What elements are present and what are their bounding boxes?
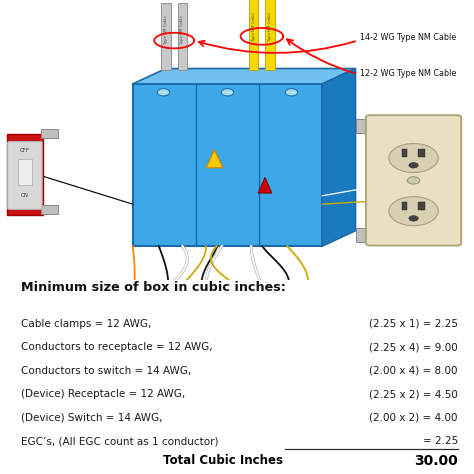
Circle shape xyxy=(389,144,438,173)
Bar xyxy=(265,0,275,70)
FancyBboxPatch shape xyxy=(366,115,461,246)
Text: Type NM Cable: Type NM Cable xyxy=(268,12,272,41)
Bar xyxy=(161,3,171,70)
Bar xyxy=(41,129,58,138)
Bar xyxy=(18,159,32,184)
Bar xyxy=(7,134,43,215)
Bar xyxy=(41,205,58,214)
Text: (Device) Receptacle = 12 AWG,: (Device) Receptacle = 12 AWG, xyxy=(21,389,185,399)
Bar xyxy=(418,202,426,210)
Polygon shape xyxy=(206,150,223,168)
Text: Conductors to switch = 14 AWG,: Conductors to switch = 14 AWG, xyxy=(21,366,191,376)
Bar xyxy=(133,84,322,246)
Text: (Device) Switch = 14 AWG,: (Device) Switch = 14 AWG, xyxy=(21,413,163,423)
Text: 14-2 WG Type NM Cable: 14-2 WG Type NM Cable xyxy=(360,33,456,42)
Bar xyxy=(356,228,370,242)
Text: (2.25 x 1) = 2.25: (2.25 x 1) = 2.25 xyxy=(369,319,458,328)
Text: Conductors to receptacle = 12 AWG,: Conductors to receptacle = 12 AWG, xyxy=(21,342,213,352)
Text: Type NM Cable: Type NM Cable xyxy=(181,15,184,44)
Polygon shape xyxy=(322,69,356,246)
Text: Total Cubic Inches: Total Cubic Inches xyxy=(163,454,283,467)
Text: 30.00: 30.00 xyxy=(414,454,458,468)
Bar xyxy=(178,3,187,70)
Text: (2.00 x 4) = 8.00: (2.00 x 4) = 8.00 xyxy=(369,366,458,376)
Text: Type NM Cable: Type NM Cable xyxy=(252,12,255,41)
Text: 12-2 WG Type NM Cable: 12-2 WG Type NM Cable xyxy=(360,69,456,78)
Circle shape xyxy=(409,163,419,168)
Bar xyxy=(402,202,407,210)
Bar xyxy=(356,119,370,133)
Circle shape xyxy=(389,197,438,226)
Text: OFF: OFF xyxy=(20,148,30,154)
Text: = 2.25: = 2.25 xyxy=(422,436,458,446)
Text: (2.00 x 2) = 4.00: (2.00 x 2) = 4.00 xyxy=(369,413,458,423)
Text: Minimum size of box in cubic inches:: Minimum size of box in cubic inches: xyxy=(21,281,286,294)
Polygon shape xyxy=(258,178,272,193)
Circle shape xyxy=(408,177,420,184)
Bar xyxy=(402,149,407,156)
FancyBboxPatch shape xyxy=(8,142,42,210)
Polygon shape xyxy=(133,69,356,84)
Text: (2.25 x 4) = 9.00: (2.25 x 4) = 9.00 xyxy=(369,342,458,352)
Circle shape xyxy=(157,89,170,96)
Text: (2.25 x 2) = 4.50: (2.25 x 2) = 4.50 xyxy=(369,389,458,399)
Text: ON: ON xyxy=(21,193,29,198)
Bar xyxy=(418,149,426,156)
Text: EGC’s, (All EGC count as 1 conductor): EGC’s, (All EGC count as 1 conductor) xyxy=(21,436,219,446)
Circle shape xyxy=(285,89,298,96)
Circle shape xyxy=(221,89,234,96)
Text: Cable clamps = 12 AWG,: Cable clamps = 12 AWG, xyxy=(21,319,151,328)
Text: Type NM Cable: Type NM Cable xyxy=(164,15,168,44)
Bar xyxy=(249,0,258,70)
Circle shape xyxy=(409,216,419,221)
